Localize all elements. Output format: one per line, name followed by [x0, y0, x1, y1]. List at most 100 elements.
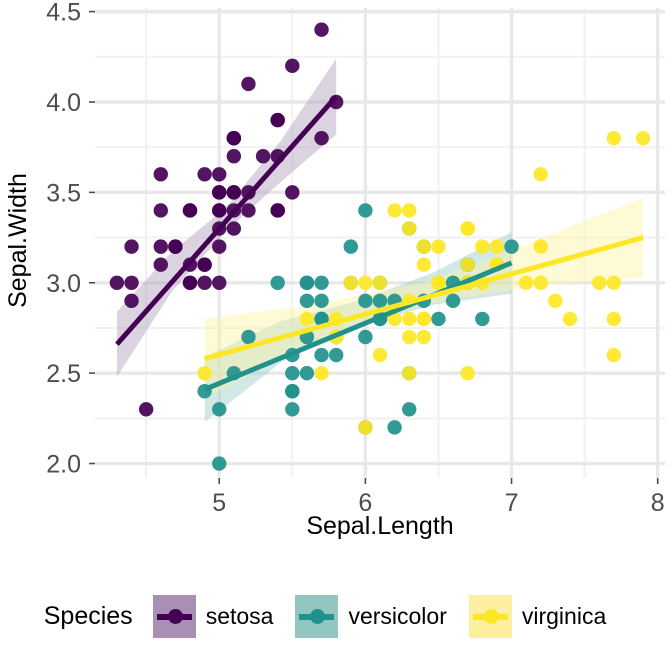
data-point [153, 239, 168, 254]
data-point [182, 203, 198, 218]
data-point [212, 275, 227, 290]
data-point [387, 311, 402, 327]
data-point [314, 22, 329, 37]
data-point [285, 402, 300, 417]
data-point [314, 347, 329, 363]
data-point [197, 275, 212, 290]
data-point [402, 203, 417, 218]
data-point [212, 185, 227, 200]
data-point [241, 76, 256, 92]
data-point [299, 293, 315, 309]
data-point [212, 203, 227, 218]
data-point [402, 365, 417, 381]
data-point [255, 149, 271, 164]
data-point [460, 365, 475, 381]
data-point [299, 311, 315, 327]
data-point [372, 275, 388, 290]
x-tick-label: 5 [212, 489, 226, 517]
data-point [402, 221, 417, 236]
legend-item-setosa[interactable]: setosa [152, 594, 274, 638]
y-tick-label: 4.5 [46, 0, 81, 27]
x-axis-title-text: Sepal.Length [306, 512, 454, 540]
data-point [562, 311, 578, 327]
regression-line-virginica [203, 235, 644, 362]
data-point [182, 275, 198, 290]
data-point [358, 275, 373, 290]
data-point [358, 293, 373, 309]
data-point [372, 347, 388, 363]
panel-background [95, 8, 665, 478]
x-tick-label: 8 [651, 489, 665, 517]
data-point [197, 365, 212, 381]
data-point [197, 167, 212, 182]
data-point [416, 311, 432, 327]
data-point [343, 275, 358, 290]
legend-label-setosa: setosa [205, 602, 274, 629]
data-point [475, 239, 490, 254]
data-point [285, 58, 300, 74]
x-axis-title: Sepal.Length [95, 512, 665, 541]
data-point [416, 329, 432, 345]
data-point [445, 293, 461, 309]
data-point [592, 275, 607, 290]
data-point [285, 384, 300, 399]
data-point [328, 347, 344, 363]
legend-item-virginica[interactable]: virginica [468, 594, 607, 638]
data-point [124, 293, 139, 309]
data-point [270, 112, 285, 128]
data-point [606, 311, 622, 327]
data-point [197, 257, 212, 272]
y-tick-label: 2.0 [46, 451, 81, 479]
y-tick-label: 4.0 [46, 89, 81, 117]
data-point [153, 167, 168, 182]
data-point [343, 239, 358, 254]
data-point [431, 239, 446, 254]
data-point [226, 130, 242, 146]
data-point [533, 275, 548, 290]
legend-key-point [310, 608, 326, 624]
data-point [124, 275, 139, 290]
y-tick-label: 3.5 [46, 179, 81, 207]
regression-line-setosa [115, 94, 339, 346]
data-point [460, 257, 475, 272]
data-point [226, 149, 242, 164]
regression-line-versicolor [203, 260, 513, 392]
legend-key-virginica [468, 594, 512, 638]
data-point [212, 402, 227, 417]
data-point [475, 311, 490, 327]
x-tick-label: 7 [505, 489, 519, 517]
legend-key-setosa [152, 594, 196, 638]
data-point [138, 402, 154, 417]
legend-key-versicolor [295, 594, 339, 638]
data-point [416, 239, 432, 254]
data-point [212, 167, 227, 182]
data-point [241, 203, 256, 218]
data-point [358, 420, 373, 435]
data-point [358, 329, 373, 345]
data-point [314, 275, 329, 290]
legend-key-point [167, 608, 183, 624]
data-point [270, 275, 285, 290]
data-point [402, 402, 417, 417]
legend: Species setosa versicolor virginica [0, 584, 672, 648]
data-point [241, 329, 256, 345]
data-point [124, 239, 139, 254]
data-point [548, 293, 563, 309]
data-point [387, 203, 402, 218]
data-point [226, 185, 242, 200]
data-point [314, 130, 329, 146]
data-point [533, 239, 548, 254]
y-tick-label: 2.5 [46, 360, 81, 388]
regression-lines [115, 94, 644, 392]
data-point [533, 167, 548, 182]
data-point [416, 257, 432, 272]
legend-item-versicolor[interactable]: versicolor [295, 594, 447, 638]
data-point [387, 420, 402, 435]
legend-items: setosa versicolor virginica [152, 594, 629, 638]
data-point [518, 275, 534, 290]
data-point [270, 203, 285, 218]
legend-label-virginica: virginica [521, 602, 607, 629]
